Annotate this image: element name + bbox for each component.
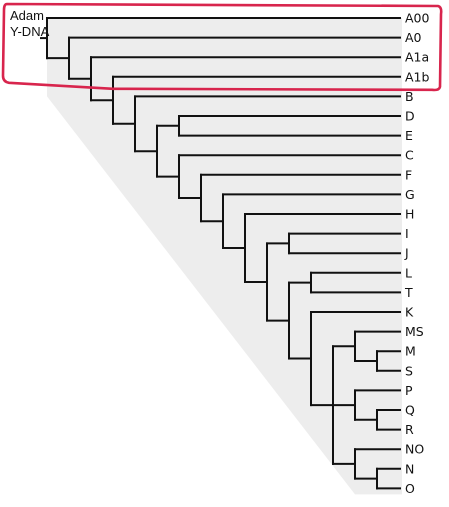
leaf-label-t: T: [404, 285, 413, 300]
leaf-label-d: D: [405, 109, 415, 124]
leaf-label-k: K: [405, 305, 414, 320]
leaf-label-n: N: [405, 461, 414, 476]
leaf-label-a00: A00: [405, 11, 430, 26]
root-label-line-1: Adam: [10, 8, 44, 23]
leaf-label-m: M: [405, 344, 416, 359]
leaf-label-l: L: [405, 265, 412, 280]
leaf-label-a0: A0: [405, 30, 422, 45]
leaf-label-a1b: A1b: [405, 69, 430, 84]
leaf-label-q: Q: [405, 403, 415, 418]
leaf-label-j: J: [404, 246, 409, 261]
leaf-label-o: O: [405, 481, 415, 496]
leaf-label-a1a: A1a: [405, 50, 429, 65]
leaf-label-p: P: [405, 383, 413, 398]
leaf-label-no: NO: [405, 442, 424, 457]
root-label-line-2: Y-DNA: [10, 24, 50, 39]
leaf-label-r: R: [405, 422, 414, 437]
leaf-label-f: F: [405, 167, 412, 182]
leaf-label-b: B: [405, 89, 414, 104]
leaf-label-g: G: [405, 187, 415, 202]
leaf-label-c: C: [405, 148, 414, 163]
leaf-label-e: E: [405, 128, 413, 143]
leaf-label-ms: MS: [405, 324, 424, 339]
leaf-label-i: I: [405, 226, 409, 241]
tree-branches: [40, 17, 401, 490]
leaf-label-h: H: [405, 207, 414, 222]
highlight-outline: [1, 2, 443, 92]
leaf-label-s: S: [405, 363, 413, 378]
